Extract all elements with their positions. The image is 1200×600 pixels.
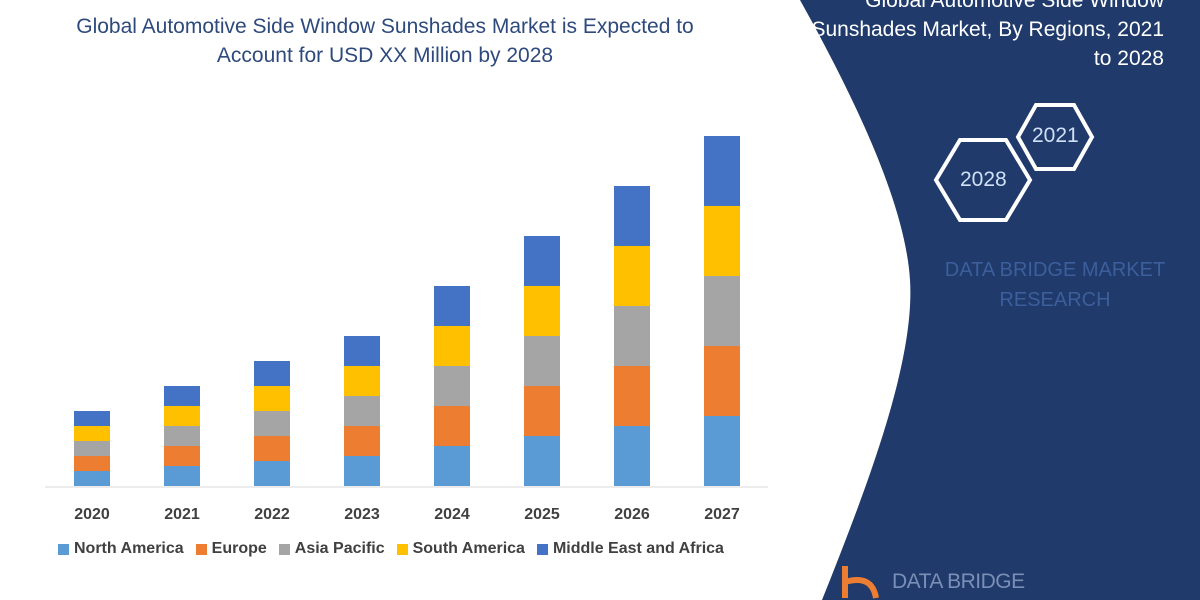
- logo-icon: [842, 566, 879, 599]
- bar-segment-asia-pacific-2024: [434, 366, 470, 406]
- bar-segment-middle-east-and-africa-2023: [344, 336, 380, 366]
- legend-label: Middle East and Africa: [552, 540, 724, 557]
- hex-label-2021: 2021: [1032, 124, 1079, 147]
- bar-segment-europe-2027: [704, 346, 740, 416]
- legend-label: North America: [74, 540, 184, 557]
- bar-segment-asia-pacific-2021: [164, 426, 200, 446]
- legend-label: Europe: [211, 540, 267, 557]
- bar-segment-north-america-2026: [614, 426, 650, 486]
- legend-label: South America: [412, 540, 525, 557]
- bar-segment-middle-east-and-africa-2020: [74, 411, 110, 426]
- bar-segment-south-america-2026: [614, 246, 650, 306]
- bar-segment-south-america-2022: [254, 386, 290, 411]
- bar-segment-europe-2025: [524, 386, 560, 436]
- x-tick-label: 2026: [614, 506, 650, 523]
- bar-segment-europe-2021: [164, 446, 200, 466]
- legend-item: Asia Pacific: [278, 540, 385, 558]
- bar-segment-europe-2026: [614, 366, 650, 426]
- side-panel: [800, 0, 1200, 600]
- bar-segment-asia-pacific-2022: [254, 411, 290, 436]
- bar-segment-north-america-2027: [704, 416, 740, 486]
- bar-segment-north-america-2023: [344, 456, 380, 486]
- bar-segment-middle-east-and-africa-2024: [434, 286, 470, 326]
- bar-segment-north-america-2020: [74, 471, 110, 486]
- bar-segment-europe-2020: [74, 456, 110, 471]
- bar-segment-asia-pacific-2020: [74, 441, 110, 456]
- bar-segment-south-america-2027: [704, 206, 740, 276]
- chart-title: Global Automotive Side Window Sunshades …: [76, 15, 694, 67]
- bar-segment-south-america-2023: [344, 366, 380, 396]
- legend-swatch: [58, 543, 69, 555]
- legend-item: North America: [58, 540, 184, 558]
- hex-label-2028: 2028: [960, 168, 1007, 191]
- bar-segment-europe-2023: [344, 426, 380, 456]
- bar-segment-north-america-2024: [434, 446, 470, 486]
- x-tick-label: 2027: [704, 506, 740, 523]
- bar-segment-europe-2022: [254, 436, 290, 461]
- bar-segment-south-america-2025: [524, 286, 560, 336]
- bar-segment-north-america-2025: [524, 436, 560, 486]
- x-tick-label: 2025: [524, 506, 560, 523]
- bar-segment-asia-pacific-2025: [524, 336, 560, 386]
- bar-segment-north-america-2021: [164, 466, 200, 486]
- hexagon-2021: [1015, 103, 1095, 171]
- legend-swatch: [195, 543, 207, 555]
- bar-segment-south-america-2020: [74, 426, 110, 441]
- legend: North America Europe Asia Pacific South …: [58, 540, 724, 558]
- bar-segment-south-america-2021: [164, 406, 200, 426]
- x-tick-label: 2023: [344, 506, 380, 523]
- bar-segment-middle-east-and-africa-2027: [704, 136, 740, 206]
- legend-swatch: [396, 543, 408, 555]
- bar-segment-north-america-2022: [254, 461, 290, 486]
- x-tick-label: 2024: [434, 506, 470, 523]
- bar-segment-middle-east-and-africa-2026: [614, 186, 650, 246]
- logo-text: DATA BRIDGE: [892, 570, 1025, 593]
- x-tick-label: 2021: [164, 506, 200, 523]
- legend-item: South America: [396, 540, 525, 558]
- legend-swatch: [536, 543, 548, 555]
- bar-segment-asia-pacific-2023: [344, 396, 380, 426]
- brand-text: DATA BRIDGE MARKET RESEARCH: [944, 259, 1166, 311]
- legend-label: Asia Pacific: [294, 540, 385, 557]
- side-panel-title: Global Automotive Side Window Sunshades …: [811, 0, 1164, 70]
- bar-segment-asia-pacific-2026: [614, 306, 650, 366]
- bar-segment-middle-east-and-africa-2021: [164, 386, 200, 406]
- x-tick-label: 2022: [254, 506, 290, 523]
- bar-segment-asia-pacific-2027: [704, 276, 740, 346]
- bar-segment-south-america-2024: [434, 326, 470, 366]
- bar-segment-middle-east-and-africa-2022: [254, 361, 290, 386]
- hexagon-2028: [933, 138, 1033, 222]
- bar-segment-europe-2024: [434, 406, 470, 446]
- legend-item: Europe: [195, 540, 267, 558]
- legend-swatch: [278, 543, 290, 555]
- legend-item: Middle East and Africa: [536, 540, 724, 558]
- bar-segment-middle-east-and-africa-2025: [524, 236, 560, 286]
- x-tick-label: 2020: [74, 506, 110, 523]
